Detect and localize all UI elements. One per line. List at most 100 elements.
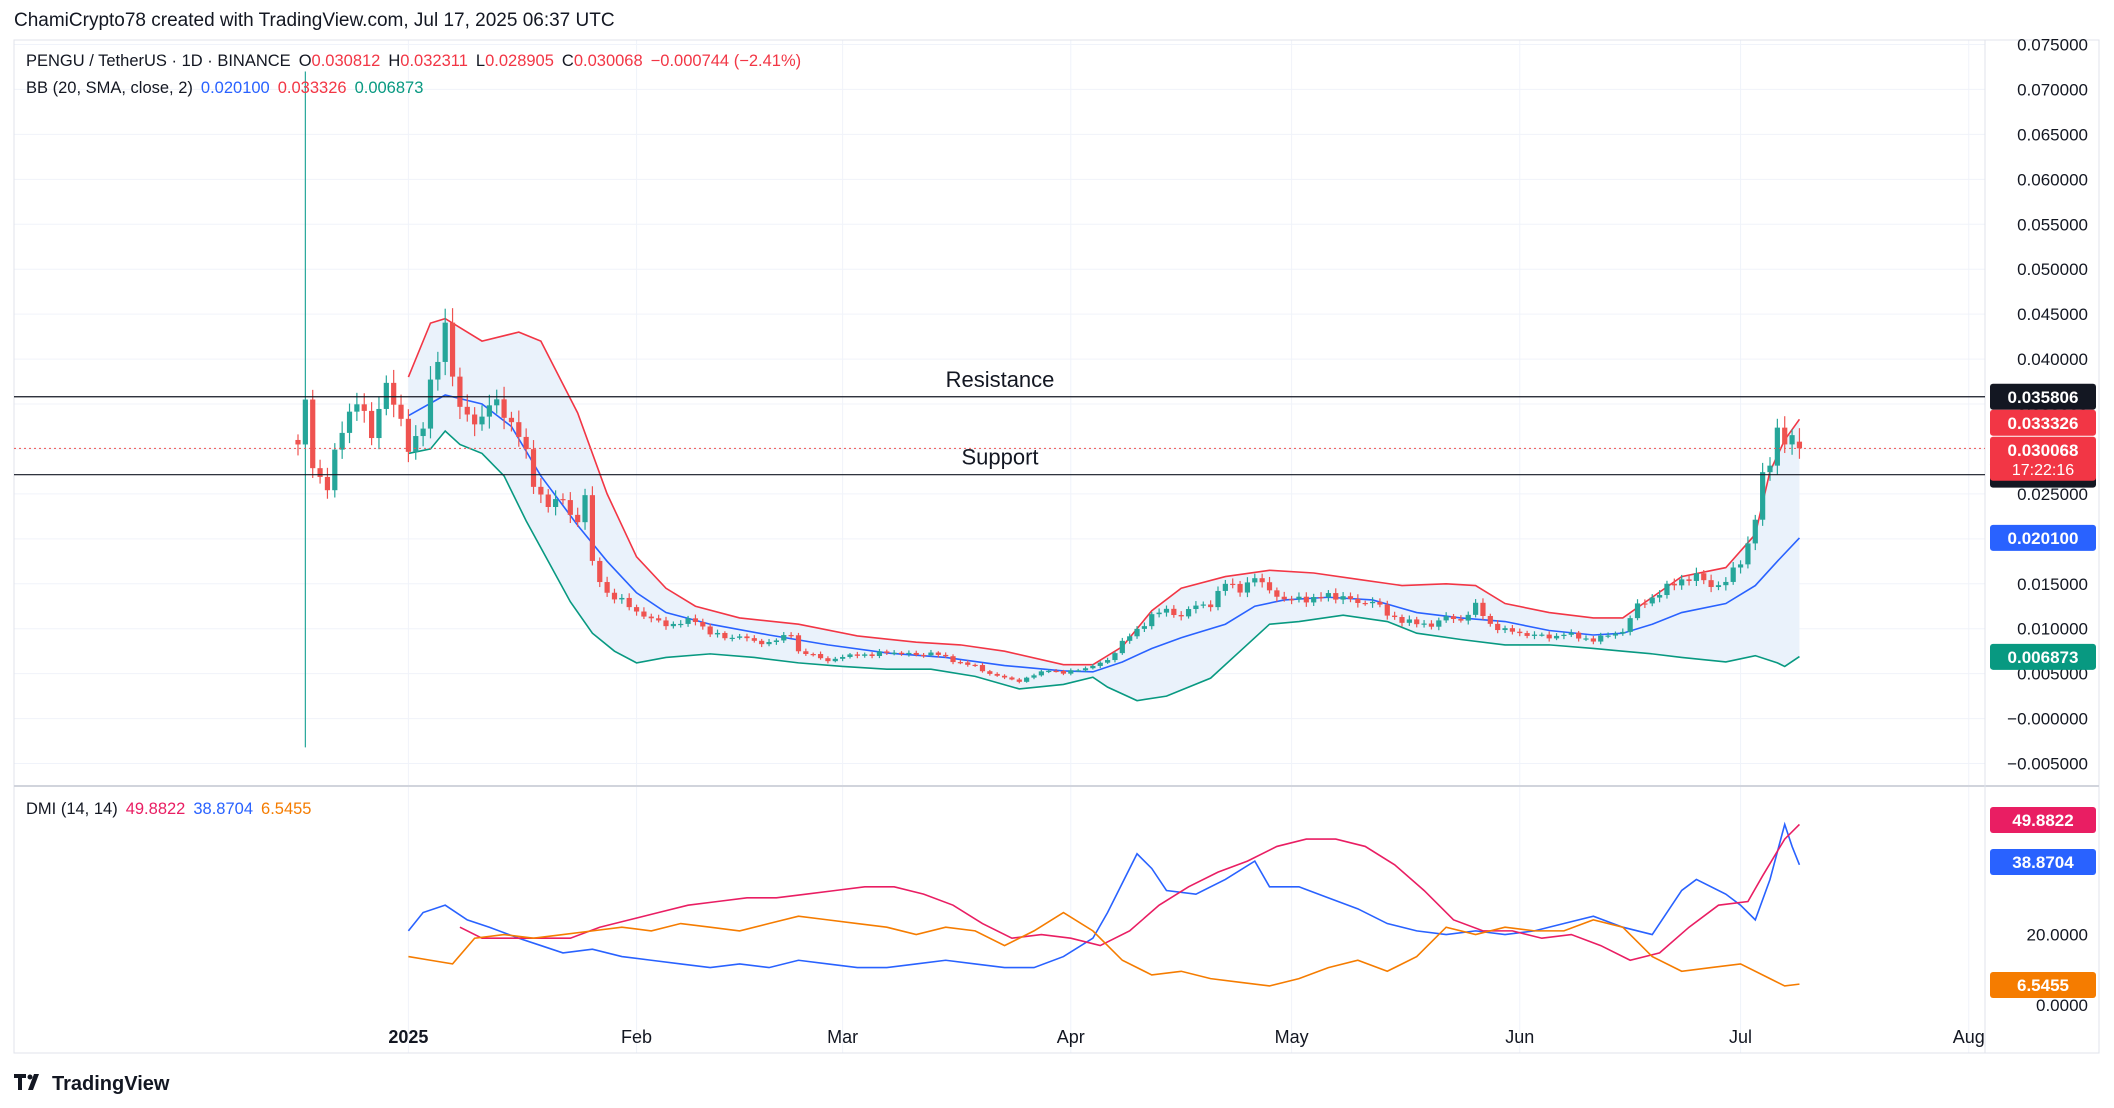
- time-tick-label: Mar: [827, 1027, 858, 1047]
- candle-body: [1531, 634, 1538, 636]
- candle-body: [788, 635, 794, 637]
- candle-body: [346, 411, 353, 433]
- candle-body: [1127, 636, 1133, 641]
- candle-body: [1178, 615, 1184, 617]
- price-tick-label: 0.050000: [2017, 260, 2088, 279]
- candle-body: [1266, 582, 1273, 591]
- candle-body: [1465, 614, 1471, 621]
- candle-body: [1583, 638, 1589, 640]
- candle-body: [1480, 602, 1486, 616]
- symbol-name[interactable]: PENGU / TetherUS · 1D · BINANCE: [26, 52, 291, 70]
- candle-body: [1185, 609, 1192, 617]
- candle-body: [840, 656, 846, 659]
- candle-body: [560, 499, 566, 501]
- candle-body: [604, 582, 610, 593]
- candle-body: [1060, 670, 1067, 674]
- dmi-minus-tag: 38.8704: [2012, 853, 2074, 872]
- candle-body: [1075, 670, 1081, 672]
- candle-body: [1553, 635, 1560, 639]
- candle-body: [862, 654, 868, 656]
- candle-body: [1605, 635, 1611, 637]
- candle-body: [1090, 665, 1096, 669]
- time-tick-label: Apr: [1057, 1027, 1085, 1047]
- dmi-tick-label: 20.0000: [2027, 926, 2088, 945]
- dmi-plus-value: 49.8822: [125, 800, 186, 818]
- candle-body: [405, 418, 411, 452]
- bb-fill-area: [408, 318, 1800, 701]
- candle-body: [1274, 590, 1280, 597]
- candle-body: [1399, 617, 1405, 623]
- bb-legend[interactable]: BB (20, SMA, close, 2) 0.020100 0.033326 0.…: [26, 79, 431, 98]
- bb-upper-tag: 0.033326: [2008, 414, 2079, 433]
- candle-body: [1657, 595, 1663, 598]
- candle-body: [1141, 626, 1147, 629]
- candle-body: [1782, 427, 1788, 445]
- candle-body: [567, 500, 573, 515]
- candle-body: [383, 382, 389, 409]
- adx-tag: 6.5455: [2017, 976, 2069, 995]
- last-price-tag: 0.030068: [2008, 441, 2079, 460]
- price-tick-label: 0.075000: [2017, 35, 2088, 54]
- candle-body: [464, 406, 470, 415]
- candle-body: [1671, 583, 1677, 586]
- dmi-legend[interactable]: DMI (14, 14) 49.8822 38.8704 6.5455: [26, 800, 319, 819]
- candle-body: [391, 382, 397, 405]
- candle-body: [950, 656, 956, 663]
- candle-body: [700, 621, 706, 627]
- candle-body: [1016, 679, 1022, 682]
- candle-body: [1598, 635, 1604, 642]
- candle-body: [722, 632, 728, 639]
- tradingview-logo-icon: [14, 1073, 46, 1096]
- candle-body: [1355, 598, 1361, 603]
- candle-body: [1318, 597, 1324, 599]
- candle-body: [744, 636, 750, 639]
- time-axis[interactable]: 2025 Feb Mar Apr May Jun Jul Aug: [388, 1027, 1984, 1047]
- candle-body: [1561, 634, 1567, 636]
- candle-body: [1149, 614, 1155, 627]
- candle-body: [847, 654, 853, 657]
- resistance-label: Resistance: [946, 367, 1055, 392]
- candle-body: [1664, 583, 1670, 596]
- candle-body: [479, 416, 485, 425]
- candle-body: [692, 618, 699, 622]
- candle-body: [1767, 465, 1773, 473]
- candle-body: [663, 620, 669, 627]
- candle-body: [1222, 583, 1228, 591]
- dmi-axis[interactable]: 20.0000 0.0000: [2027, 926, 2088, 1015]
- chart-credit: ChamiCrypto78 created with TradingView.c…: [14, 10, 615, 31]
- candle-body: [1642, 603, 1648, 605]
- candle-body: [1502, 628, 1508, 631]
- candle-body: [670, 623, 676, 627]
- candle-body: [1568, 632, 1574, 635]
- candle-body: [1428, 623, 1435, 627]
- candle-body: [486, 405, 492, 417]
- price-tags: 0.0358060.0271380.0333260.03006817:22:16…: [1990, 383, 2096, 998]
- time-tick-label: Jun: [1505, 1027, 1534, 1047]
- price-tick-label: 0.065000: [2017, 125, 2088, 144]
- candle-body: [449, 322, 456, 377]
- symbol-legend[interactable]: PENGU / TetherUS · 1D · BINANCE O0.030812…: [26, 52, 817, 71]
- candle-body: [523, 436, 529, 450]
- candle-body: [427, 379, 434, 429]
- candle-body: [1539, 634, 1545, 636]
- dmi-label[interactable]: DMI (14, 14): [26, 800, 118, 818]
- dmi-minus-tag-bg: [1990, 849, 2096, 875]
- support-resistance-lines[interactable]: Resistance Support: [14, 367, 1985, 476]
- candle-body: [714, 632, 721, 635]
- bb-label[interactable]: BB (20, SMA, close, 2): [26, 79, 193, 97]
- candle-body: [1524, 633, 1530, 636]
- tradingview-logo[interactable]: TradingView: [14, 1073, 169, 1096]
- candle-body: [332, 449, 338, 491]
- time-tick-label: 2025: [388, 1027, 428, 1047]
- candle-body: [1303, 596, 1309, 603]
- ohlc-values: O0.030812 H0.032311 L0.028905 C0.030068 −0.0…: [298, 52, 802, 70]
- candle-body: [1406, 619, 1412, 623]
- candle-body: [854, 654, 860, 656]
- candle-body: [795, 635, 802, 652]
- candle-body: [773, 640, 779, 643]
- candle-body: [398, 404, 404, 419]
- candle-body: [943, 654, 949, 657]
- candle-body: [1421, 623, 1427, 625]
- candle-body: [1620, 631, 1626, 634]
- bb-lower-value: 0.006873: [354, 79, 424, 97]
